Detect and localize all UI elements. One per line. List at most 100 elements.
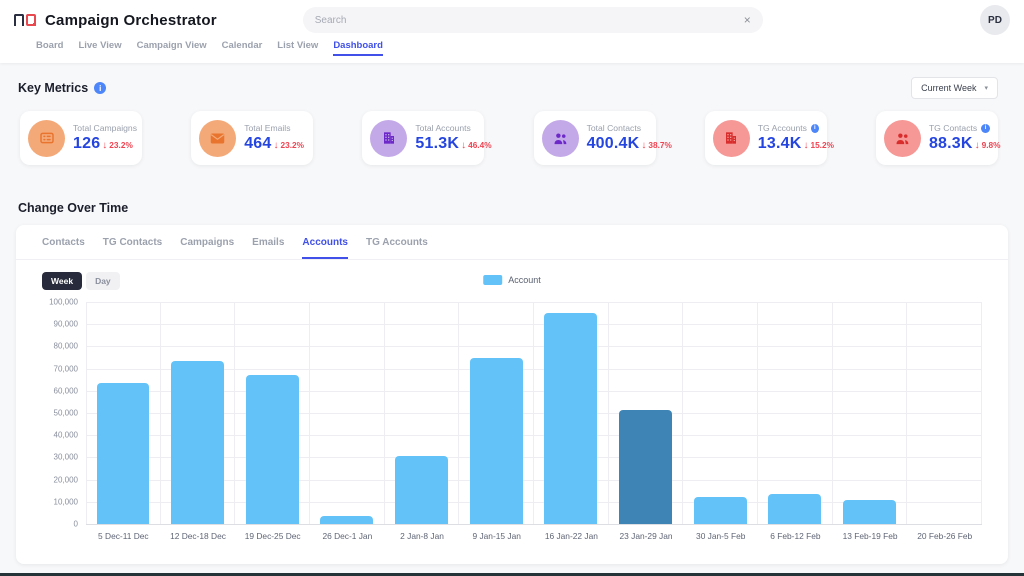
bar[interactable] (320, 516, 374, 524)
key-metrics-title: Key Metrics (18, 81, 89, 95)
metric-card-tg-accounts[interactable]: TG Accounts i 13.4K ↓ 15.2% (704, 111, 834, 165)
metric-label: TG Accounts (757, 123, 807, 133)
bar[interactable] (245, 375, 299, 524)
building-icon (712, 119, 750, 157)
bar[interactable] (544, 313, 598, 524)
search-bar[interactable]: × (302, 7, 763, 33)
search-input[interactable] (314, 14, 744, 26)
y-tick-label: 60,000 (53, 386, 78, 396)
metric-card-total-accounts[interactable]: Total Accounts 51.3K ↓ 46.4% (362, 111, 492, 165)
y-tick-label: 30,000 (53, 452, 78, 462)
tab-tg-contacts[interactable]: TG Contacts (102, 237, 163, 248)
down-arrow-icon: ↓ (641, 140, 647, 151)
nav-item-calendar[interactable]: Calendar (221, 40, 263, 51)
metric-change: 23.2% (109, 140, 133, 150)
bottom-edge-bar (0, 573, 1024, 576)
tab-campaigns[interactable]: Campaigns (180, 237, 235, 248)
chart-column[interactable]: 5 Dec-11 Dec (86, 302, 161, 546)
logo-left-glyph (14, 14, 24, 26)
metric-value: 464 (244, 135, 272, 152)
metric-label: Total Emails (244, 123, 291, 133)
nav-item-dashboard[interactable]: Dashboard (333, 40, 383, 56)
y-tick-label: 10,000 (53, 497, 78, 507)
chart-column[interactable]: 16 Jan-22 Jan (534, 302, 609, 546)
metric-change: 23.2% (280, 140, 305, 150)
y-tick-label: 40,000 (53, 430, 78, 440)
top-bar: Campaign Orchestrator × PD (0, 0, 1024, 40)
metric-change: 9.8% (981, 140, 1001, 150)
period-dropdown[interactable]: Current Week ▾ (911, 77, 998, 99)
chart-plot: 5 Dec-11 Dec 12 Dec-18 Dec 19 Dec-25 Dec 26… (86, 302, 983, 546)
down-arrow-icon: ↓ (102, 140, 108, 151)
info-icon[interactable]: i (981, 123, 990, 133)
nav-item-live-view[interactable]: Live View (78, 40, 122, 51)
chart-column[interactable]: 9 Jan-15 Jan (459, 302, 535, 546)
chart-column[interactable]: 2 Jan-8 Jan (385, 302, 460, 546)
metric-card-total-emails[interactable]: Total Emails 464 ↓ 23.2% (191, 111, 314, 165)
app-header: Campaign Orchestrator × PD Board Live Vi… (0, 0, 1024, 63)
x-tick-label: 13 Feb-19 Feb (842, 531, 898, 541)
metric-label: Total Contacts (586, 123, 642, 133)
bar-zone (459, 302, 535, 524)
chart-column[interactable]: 13 Feb-19 Feb (833, 302, 908, 546)
bar-zone (683, 302, 759, 524)
tab-accounts[interactable]: Accounts (302, 237, 348, 259)
metric-label: Total Campaigns (73, 123, 138, 133)
bar-zone (86, 302, 161, 524)
bar-zone (385, 302, 460, 524)
nav-item-board[interactable]: Board (36, 40, 64, 51)
x-tick-label: 16 Jan-22 Jan (544, 531, 598, 541)
bar[interactable] (619, 410, 673, 524)
toggle-day-button[interactable]: Day (86, 272, 120, 290)
chart-tabs: Contacts TG Contacts Campaigns Emails Ac… (16, 225, 1008, 260)
tab-contacts[interactable]: Contacts (42, 237, 85, 248)
tab-tg-accounts[interactable]: TG Accounts (365, 237, 428, 248)
bar-zone (534, 302, 609, 524)
bar[interactable] (97, 383, 150, 524)
chart-card: Contacts TG Contacts Campaigns Emails Ac… (16, 225, 1008, 564)
chart-column[interactable]: 20 Feb-26 Feb (907, 302, 983, 546)
envelope-icon (199, 119, 237, 157)
bar[interactable] (843, 499, 897, 524)
granularity-toggle: Week Day (42, 272, 120, 290)
x-tick-label: 5 Dec-11 Dec (98, 531, 149, 541)
bar-zone (758, 302, 833, 524)
bar[interactable] (469, 357, 523, 524)
chart-column[interactable]: 26 Dec-1 Jan (310, 302, 385, 546)
tab-emails[interactable]: Emails (252, 237, 285, 248)
nav-item-list-view[interactable]: List View (277, 40, 319, 51)
metric-card-total-contacts[interactable]: Total Contacts 400.4K ↓ 38.7% (533, 111, 672, 165)
info-icon[interactable]: i (94, 82, 107, 94)
y-tick-label: 20,000 (53, 475, 78, 485)
toggle-week-button[interactable]: Week (42, 272, 83, 290)
metric-card-tg-contacts[interactable]: TG Contacts i 88.3K ↓ 9.8% (875, 111, 1001, 165)
chart-column[interactable]: 19 Dec-25 Dec (235, 302, 311, 546)
bar-zone (235, 302, 311, 524)
chart-legend: Account (483, 275, 541, 285)
nav-item-campaign-view[interactable]: Campaign View (136, 40, 207, 51)
chart-column[interactable]: 23 Jan-29 Jan (609, 302, 684, 546)
user-avatar[interactable]: PD (980, 5, 1010, 35)
x-tick-label: 9 Jan-15 Jan (472, 531, 521, 541)
app-logo-icon (14, 14, 36, 26)
chart-column[interactable]: 6 Feb-12 Feb (758, 302, 833, 546)
metric-card-total-campaigns[interactable]: Total Campaigns 126 ↓ 23.2% (20, 111, 142, 165)
bar[interactable] (395, 456, 449, 524)
bar[interactable] (693, 496, 747, 524)
bar-chart: 100,000 90,000 80,000 70,000 60,000 50,000 40,… (34, 298, 983, 546)
info-icon[interactable]: i (810, 123, 819, 133)
chart-columns: 5 Dec-11 Dec 12 Dec-18 Dec 19 Dec-25 Dec 26… (86, 302, 983, 546)
legend-swatch (483, 275, 503, 285)
bar[interactable] (170, 360, 225, 524)
chevron-down-icon: ▾ (984, 85, 988, 92)
metric-value: 51.3K (415, 135, 460, 152)
metric-change: 38.7% (648, 140, 672, 150)
campaign-board-icon (28, 119, 65, 157)
bar[interactable] (768, 494, 822, 524)
chart-column[interactable]: 12 Dec-18 Dec (161, 302, 236, 546)
logo-right-glyph (26, 14, 36, 26)
y-tick-label: 70,000 (53, 364, 78, 374)
clear-search-icon[interactable]: × (743, 13, 751, 27)
metric-label: TG Contacts (928, 123, 978, 133)
chart-column[interactable]: 30 Jan-5 Feb (683, 302, 759, 546)
